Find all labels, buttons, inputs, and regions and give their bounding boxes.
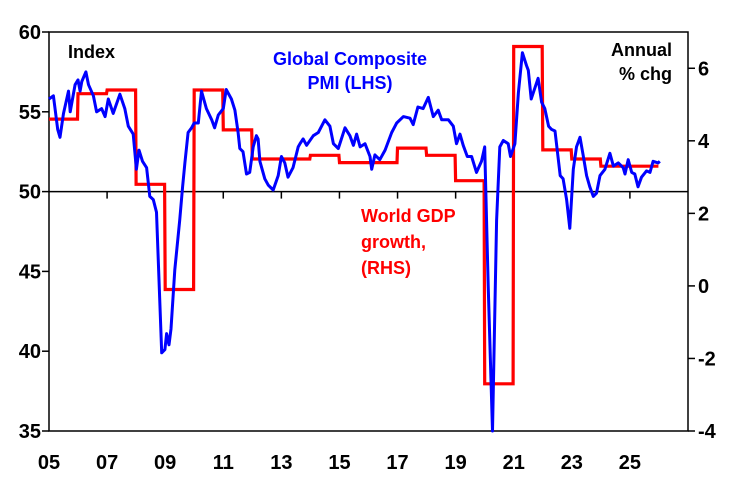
x-tick-label: 23 [561, 452, 583, 474]
gdp-series-label-line2: growth, [361, 232, 426, 252]
right-tick-label: -4 [698, 421, 717, 443]
pmi-line [48, 51, 661, 433]
x-tick-label: 21 [503, 452, 525, 474]
right-tick-label: 6 [698, 58, 709, 80]
left-tick-label: 40 [19, 341, 41, 363]
x-tick-label: 05 [38, 452, 60, 474]
left-tick-label: 35 [19, 421, 41, 443]
gdp-series-label-line3: (RHS) [361, 258, 411, 278]
left-y-axis: 35 40 45 50 55 60 [19, 22, 49, 443]
left-axis-unit-label: Index [68, 42, 115, 62]
right-axis-unit-label-line2: % chg [619, 64, 672, 84]
gdp-series-label-line1: World GDP [361, 206, 456, 226]
x-tick-label: 13 [270, 452, 292, 474]
axes [48, 31, 689, 432]
right-tick-label: 4 [698, 131, 710, 153]
right-axis-unit-label-line1: Annual [611, 40, 672, 60]
left-tick-label: 55 [19, 102, 41, 124]
x-tick-label: 17 [386, 452, 408, 474]
x-tick-label: 19 [445, 452, 467, 474]
gdp-growth-line [49, 44, 659, 386]
left-tick-label: 50 [19, 182, 41, 204]
x-tick-label: 11 [213, 452, 234, 474]
right-tick-label: 0 [698, 276, 709, 298]
x-tick-label: 07 [96, 452, 118, 474]
right-tick-label: -2 [698, 348, 716, 370]
pmi-series-label-line2: PMI (LHS) [308, 73, 393, 93]
pmi-series-label-line1: Global Composite [273, 49, 427, 69]
plot-frame [48, 31, 689, 432]
right-tick-label: 2 [698, 203, 709, 225]
x-tick-label: 15 [328, 452, 350, 474]
series-layer [48, 44, 661, 433]
x-tick-label: 25 [619, 452, 641, 474]
right-y-axis: -4 -2 0 2 4 6 [688, 58, 717, 443]
left-tick-label: 60 [19, 22, 41, 44]
x-tick-label: 09 [154, 452, 176, 474]
left-tick-label: 45 [19, 261, 41, 283]
